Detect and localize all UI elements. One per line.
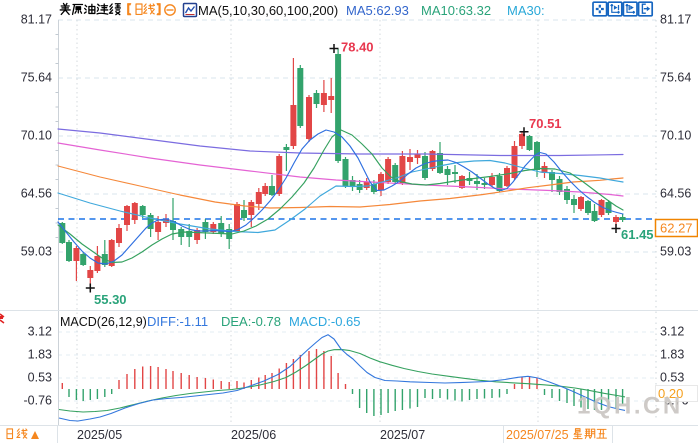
svg-text:70.10: 70.10 (660, 129, 691, 143)
svg-text:75.64: 75.64 (660, 71, 691, 85)
svg-text:61.45: 61.45 (621, 227, 654, 242)
svg-text:59.03: 59.03 (21, 245, 52, 259)
svg-text:MACD:-0.65: MACD:-0.65 (289, 314, 361, 329)
svg-text:2025/07: 2025/07 (380, 428, 425, 442)
svg-text:64.56: 64.56 (660, 187, 691, 201)
svg-text:70.51: 70.51 (529, 116, 562, 131)
svg-text:-0.76: -0.76 (24, 394, 53, 408)
svg-text:0.20: 0.20 (658, 386, 683, 401)
svg-text:62.27: 62.27 (660, 221, 693, 236)
svg-text:DIFF:-1.11: DIFF:-1.11 (147, 314, 208, 329)
svg-text:64.56: 64.56 (21, 187, 52, 201)
svg-text:81.17: 81.17 (21, 13, 52, 27)
svg-text:3.12: 3.12 (28, 325, 52, 339)
svg-text:3.12: 3.12 (660, 325, 684, 339)
svg-text:2025/07/25: 2025/07/25 (506, 428, 569, 442)
svg-text:DEA:-0.78: DEA:-0.78 (221, 314, 281, 329)
svg-text:59.03: 59.03 (660, 245, 691, 259)
svg-text:2025/05: 2025/05 (77, 428, 122, 442)
svg-text:MA10:63.32: MA10:63.32 (421, 3, 491, 18)
svg-text:MA30:: MA30: (507, 3, 545, 18)
svg-text:1.83: 1.83 (28, 348, 52, 362)
svg-text:70.10: 70.10 (21, 129, 52, 143)
svg-text:75.64: 75.64 (21, 71, 52, 85)
svg-text:2025/06: 2025/06 (231, 428, 276, 442)
svg-text:81.17: 81.17 (660, 13, 691, 27)
svg-text:55.30: 55.30 (94, 292, 127, 307)
svg-text:MA5:62.93: MA5:62.93 (346, 3, 409, 18)
svg-text:1QH.CN: 1QH.CN (577, 393, 683, 420)
svg-text:1.83: 1.83 (660, 348, 684, 362)
svg-text:MA(5,10,30,60,100,200): MA(5,10,30,60,100,200) (198, 3, 338, 18)
svg-text:78.40: 78.40 (341, 40, 374, 55)
svg-text:MACD(26,12,9): MACD(26,12,9) (60, 315, 147, 329)
svg-text:0.53: 0.53 (660, 371, 684, 385)
svg-text:0.53: 0.53 (28, 371, 52, 385)
